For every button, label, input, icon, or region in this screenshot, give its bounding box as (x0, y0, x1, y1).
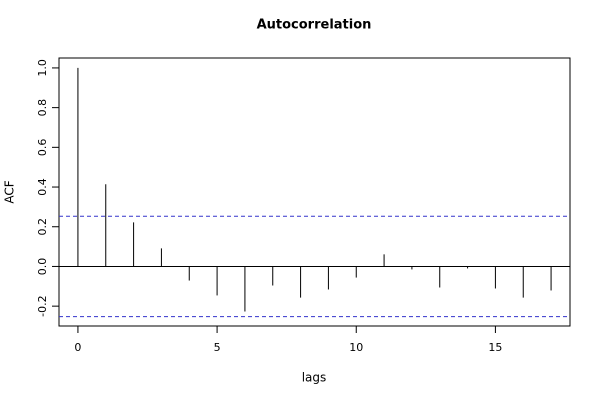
y-tick-label: 0.6 (36, 139, 49, 157)
x-axis-label: lags (302, 371, 327, 385)
y-tick-label: 1.0 (36, 59, 49, 77)
y-axis-label: ACF (3, 180, 17, 203)
y-tick-label: 0.2 (36, 218, 49, 236)
x-tick-label: 5 (214, 341, 221, 354)
y-tick-label: -0.2 (36, 295, 49, 316)
x-tick-label: 10 (349, 341, 363, 354)
y-tick-label: 0.0 (36, 258, 49, 276)
x-tick-label: 15 (488, 341, 502, 354)
chart-title: Autocorrelation (257, 18, 372, 33)
x-tick-label: 0 (74, 341, 81, 354)
y-tick-label: 0.8 (36, 99, 49, 117)
y-tick-label: 0.4 (36, 178, 49, 196)
